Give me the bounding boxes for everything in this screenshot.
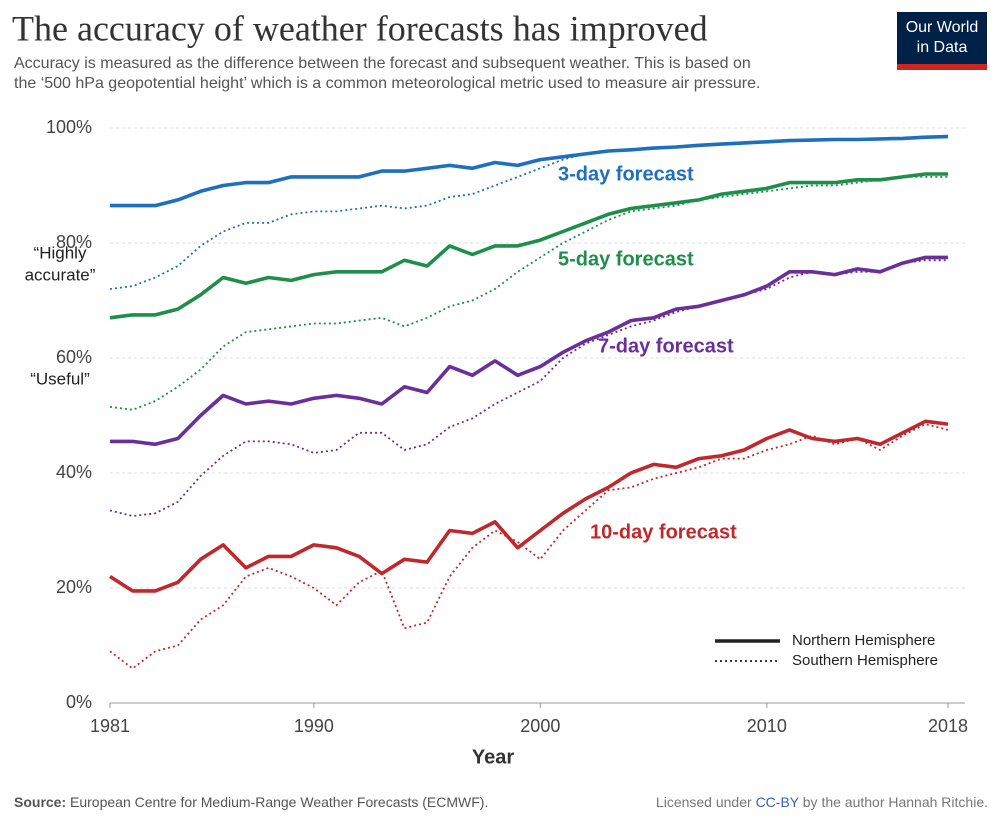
line-northern xyxy=(109,172,948,320)
license-prefix: Licensed under xyxy=(656,794,752,810)
logo-text: in Data xyxy=(917,39,968,56)
line-northern xyxy=(109,419,949,593)
subtitle: the ‘500 hPa geopotential height’ which … xyxy=(14,75,760,92)
logo[interactable]: Our World in Data xyxy=(897,12,987,70)
license-suffix: by the author Hannah Ritchie. xyxy=(803,794,988,810)
x-axis-label: Year xyxy=(472,746,514,768)
source-label: Source: xyxy=(14,794,66,810)
logo-box xyxy=(897,12,987,70)
y-tick-label: 60% xyxy=(56,347,92,367)
x-tick-label: 1990 xyxy=(294,716,334,736)
source-text: European Centre for Medium-Range Weather… xyxy=(70,794,488,810)
y-tick-label: 80% xyxy=(56,232,92,252)
series-label: 3-day forecast xyxy=(558,163,694,185)
y-tick-label: 40% xyxy=(56,462,92,482)
y-tick-label: 100% xyxy=(46,117,92,137)
subtitle: Accuracy is measured as the difference b… xyxy=(14,55,751,72)
line-southern xyxy=(109,135,949,290)
x-tick-label: 2010 xyxy=(747,716,787,736)
annotation: “Highly xyxy=(34,243,87,262)
legend-label: Southern Hemisphere xyxy=(792,652,938,669)
series-label: 5-day forecast xyxy=(558,248,694,270)
series-label: 7-day forecast xyxy=(598,335,734,357)
license-link[interactable]: CC-BY xyxy=(756,794,800,810)
logo-bar xyxy=(897,64,987,70)
license: Licensed under CC-BY by the author Hanna… xyxy=(656,794,988,810)
legend-label: Northern Hemisphere xyxy=(792,632,935,649)
line-southern xyxy=(109,176,948,411)
annotation: “Useful” xyxy=(30,369,90,388)
x-tick-label: 2000 xyxy=(520,716,560,736)
y-tick-label: 20% xyxy=(56,577,92,597)
annotation: accurate” xyxy=(25,265,96,284)
line-northern xyxy=(110,134,949,208)
source: Source: European Centre for Medium-Range… xyxy=(14,794,488,810)
line-northern xyxy=(110,255,948,447)
x-tick-label: 1981 xyxy=(90,716,130,736)
y-tick-label: 0% xyxy=(66,692,92,712)
logo-text: Our World xyxy=(906,19,979,36)
series-label: 10-day forecast xyxy=(590,521,737,543)
line-southern xyxy=(109,259,948,517)
x-tick-label: 2018 xyxy=(928,716,968,736)
title: The accuracy of weather forecasts has im… xyxy=(12,8,708,48)
